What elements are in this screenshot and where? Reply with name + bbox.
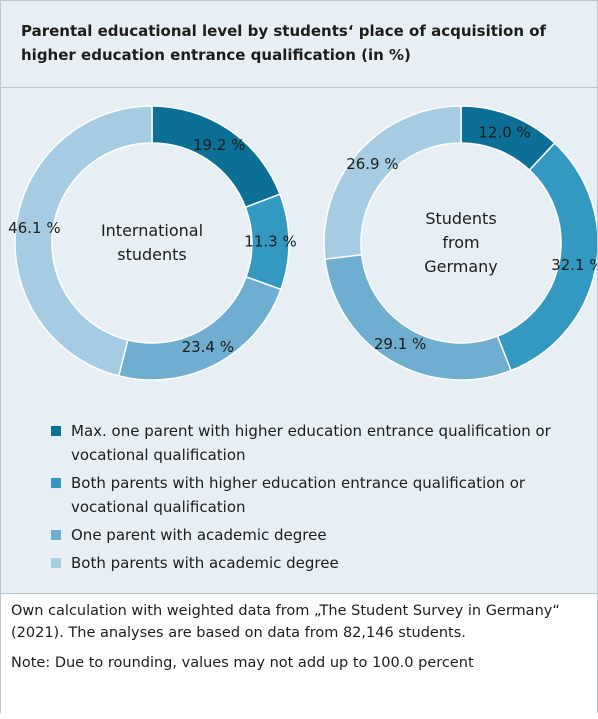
legend-item: One parent with academic degree [51,523,581,547]
legend-label: Max. one parent with higher education en… [71,422,551,464]
legend-swatch [51,530,61,540]
legend-label: Both parents with higher education entra… [71,474,526,516]
legend-swatch [51,478,61,488]
data-label: 11.3 % [244,232,296,250]
donut-segment [323,105,462,260]
legend-item: Both parents with higher education entra… [51,471,581,519]
data-label: 32.1 % [551,256,597,274]
note: Note: Due to rounding, values may not ad… [11,655,474,671]
legend-item: Both parents with academic degree [51,551,581,575]
notes: Own calculation with weighted data from … [1,593,597,719]
legend: Max. one parent with higher education en… [51,419,581,579]
data-label: 29.1 % [374,335,426,353]
donut-segment [117,275,282,381]
donut-segment [14,105,153,377]
legend-label: Both parents with academic degree [71,554,339,572]
note: Own calculation with weighted data from … [11,603,560,641]
data-label: 12.0 % [478,123,530,141]
legend-swatch [51,558,61,568]
separator [1,87,597,88]
legend-swatch [51,426,61,436]
donut-segment [151,105,281,209]
data-label: 23.4 % [182,338,234,356]
data-label: 26.9 % [346,155,398,173]
chart-title: Parental educational level by students‘ … [21,22,547,64]
data-label: 19.2 % [193,136,245,154]
donut-center-label: International students [100,221,204,264]
donut-center-label: Students from Germany [424,209,498,276]
data-label: 46.1 % [8,219,60,237]
legend-item: Max. one parent with higher education en… [51,419,581,467]
legend-label: One parent with academic degree [71,526,327,544]
chart: 19.2 % 11.3 % 23.4 % 46.1 % 12.0 % 32.1 % 29.1… [8,105,597,381]
